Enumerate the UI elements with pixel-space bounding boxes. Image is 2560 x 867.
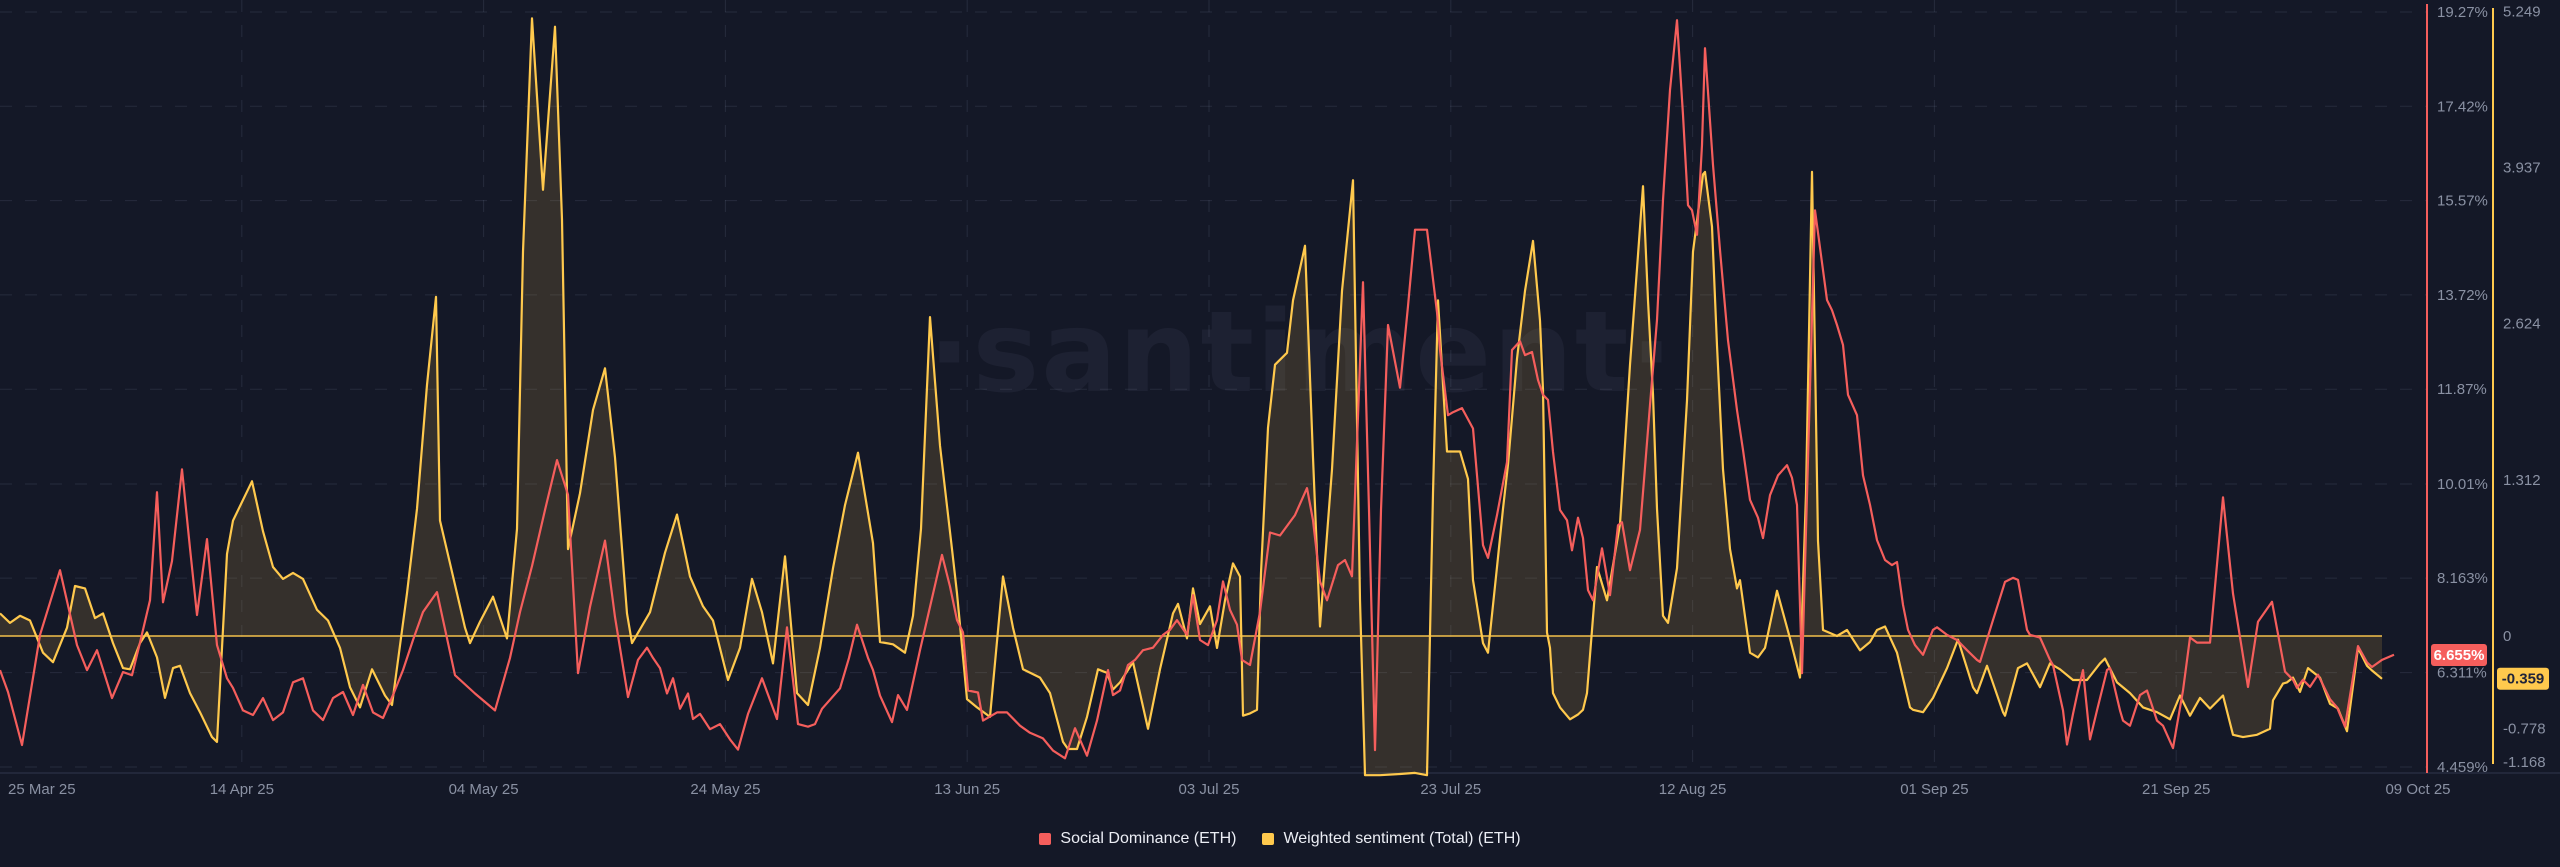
svg-text:12 Aug 25: 12 Aug 25 bbox=[1659, 781, 1727, 798]
social-dominance-line[interactable] bbox=[0, 19, 2395, 760]
santiment-watermark: ·santiment· bbox=[928, 288, 1673, 438]
right-axis-tick-labels: 5.249 3.937 2.624 1.312 0 -0.778 -1.168 bbox=[2503, 3, 2546, 771]
weighted-sentiment-line[interactable] bbox=[0, 17, 2383, 777]
svg-text:23 Jul 25: 23 Jul 25 bbox=[1420, 781, 1481, 798]
svg-text:6.311%: 6.311% bbox=[2437, 665, 2487, 682]
svg-text:01 Sep 25: 01 Sep 25 bbox=[1900, 781, 1968, 798]
svg-text:17.42%: 17.42% bbox=[2437, 98, 2488, 115]
svg-text:2.624: 2.624 bbox=[2503, 316, 2541, 333]
svg-text:03 Jul 25: 03 Jul 25 bbox=[1179, 781, 1240, 798]
svg-text:09 Oct 25: 09 Oct 25 bbox=[2385, 781, 2450, 798]
legend-swatch-red-icon bbox=[1039, 833, 1052, 845]
svg-text:14 Apr 25: 14 Apr 25 bbox=[210, 781, 274, 798]
svg-text:6.655%: 6.655% bbox=[2434, 647, 2485, 664]
svg-text:24 May 25: 24 May 25 bbox=[690, 781, 760, 798]
legend-label-weighted-sentiment: Weighted sentiment (Total) (ETH) bbox=[1283, 830, 1521, 847]
weighted-sentiment-area bbox=[0, 18, 2382, 776]
svg-text:-1.168: -1.168 bbox=[2503, 754, 2546, 771]
chart-legend: Social Dominance (ETH) Weighted sentimen… bbox=[0, 830, 2560, 848]
svg-text:3.937: 3.937 bbox=[2503, 159, 2541, 176]
svg-text:15.57%: 15.57% bbox=[2437, 193, 2488, 210]
svg-text:10.01%: 10.01% bbox=[2437, 476, 2488, 493]
left-axis-tick-labels: 19.27% 17.42% 15.57% 13.72% 11.87% 10.01% 8.16… bbox=[2437, 4, 2488, 776]
svg-text:04 May 25: 04 May 25 bbox=[449, 781, 519, 798]
gridlines bbox=[0, 0, 2427, 773]
svg-text:4.459%: 4.459% bbox=[2437, 759, 2488, 776]
legend-swatch-yellow-icon bbox=[1262, 833, 1275, 845]
svg-text:1.312: 1.312 bbox=[2503, 472, 2541, 489]
svg-text:0: 0 bbox=[2503, 628, 2511, 645]
current-value-badge-social-dominance: 6.655% bbox=[2431, 644, 2487, 667]
svg-text:21 Sep 25: 21 Sep 25 bbox=[2142, 781, 2210, 798]
legend-item-social-dominance[interactable]: Social Dominance (ETH) bbox=[1039, 830, 1236, 848]
svg-text:19.27%: 19.27% bbox=[2437, 4, 2488, 21]
svg-text:25 Mar 25: 25 Mar 25 bbox=[8, 781, 76, 798]
svg-text:13.72%: 13.72% bbox=[2437, 287, 2488, 304]
current-value-badge-weighted-sentiment: -0.359 bbox=[2497, 667, 2549, 690]
svg-text:11.87%: 11.87% bbox=[2437, 381, 2487, 398]
legend-item-weighted-sentiment[interactable]: Weighted sentiment (Total) (ETH) bbox=[1262, 830, 1521, 848]
svg-text:-0.359: -0.359 bbox=[2502, 671, 2545, 688]
legend-label-social-dominance: Social Dominance (ETH) bbox=[1060, 830, 1237, 847]
svg-text:5.249: 5.249 bbox=[2503, 3, 2541, 20]
svg-text:8.163%: 8.163% bbox=[2437, 570, 2488, 587]
svg-text:13 Jun 25: 13 Jun 25 bbox=[934, 781, 1000, 798]
x-axis-date-labels: 25 Mar 25 14 Apr 25 04 May 25 24 May 25 13 J… bbox=[8, 781, 2451, 798]
svg-text:-0.778: -0.778 bbox=[2503, 721, 2546, 738]
